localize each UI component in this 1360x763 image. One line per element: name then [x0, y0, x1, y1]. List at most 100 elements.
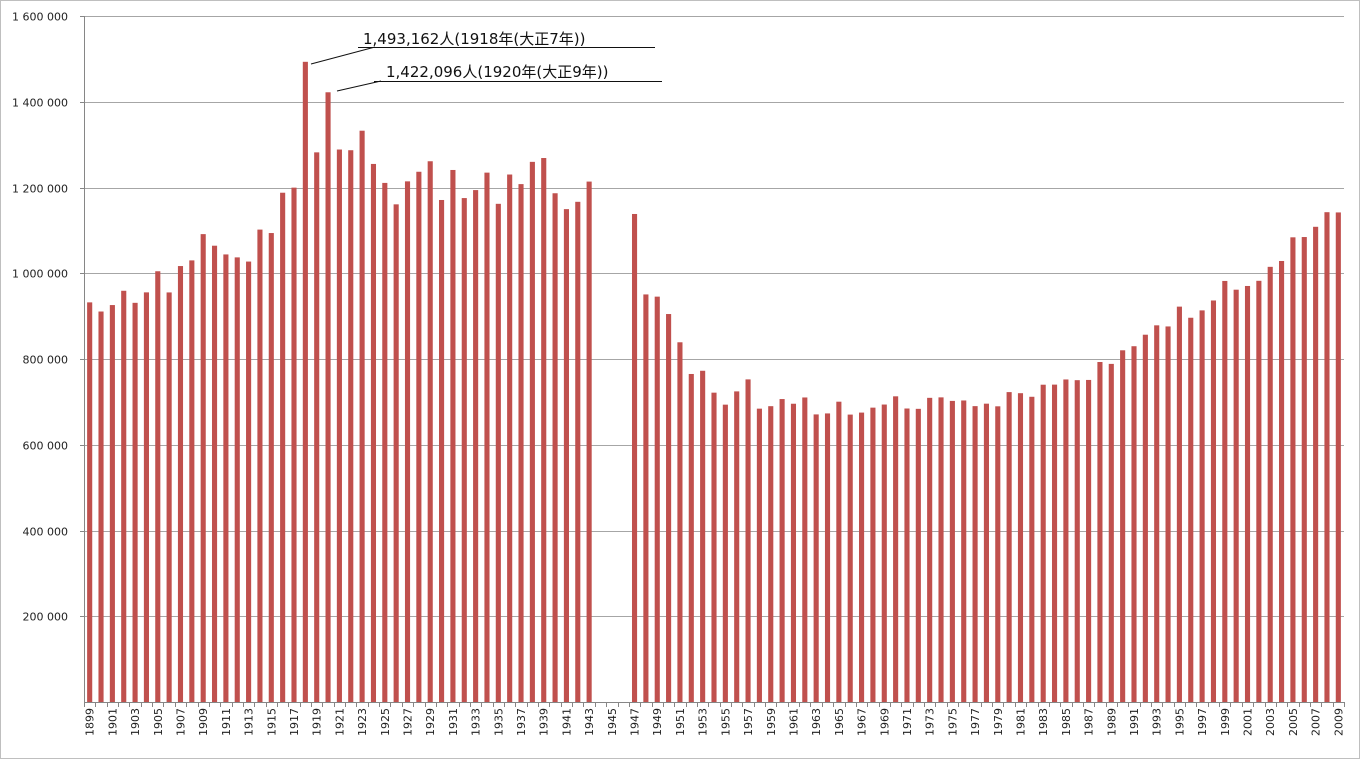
bar-1960 — [779, 399, 785, 702]
bar-1958 — [756, 408, 762, 702]
bar-1963 — [813, 414, 819, 702]
y-tick-label: 1 000 000 — [12, 268, 68, 281]
bar-1901 — [109, 305, 115, 702]
bar-1987 — [1086, 379, 1092, 702]
x-tick-label-1977: 1977 — [969, 708, 982, 736]
bar-1924 — [370, 163, 377, 702]
y-axis-ticks: 200 000 400 000 600 000 800 000 1 000 000 1 2… — [12, 11, 84, 624]
bar-1906 — [166, 292, 172, 702]
bar-1981 — [1017, 393, 1024, 702]
x-tick-label-1957: 1957 — [742, 708, 755, 736]
bar-1931 — [450, 169, 456, 703]
x-tick-label-1935: 1935 — [492, 708, 505, 736]
bar-1968 — [870, 407, 876, 702]
bar-1900 — [98, 311, 104, 702]
x-tick-label-1995: 1995 — [1173, 708, 1186, 736]
bar-1914 — [257, 229, 263, 702]
bar-2004 — [1279, 260, 1285, 702]
bar-1903 — [132, 302, 138, 702]
bar-1911 — [223, 254, 229, 702]
bar-1955 — [722, 404, 728, 702]
bar-1930 — [439, 199, 445, 703]
bar-1950 — [666, 314, 672, 702]
x-tick-label-1999: 1999 — [1219, 708, 1232, 736]
bar-1899 — [87, 302, 93, 702]
bar-1948 — [643, 294, 649, 702]
y-tick-label: 1 400 000 — [12, 97, 68, 110]
y-tick-label: 400 000 — [23, 526, 69, 539]
x-tick-label-1907: 1907 — [174, 708, 187, 736]
bar-1985 — [1063, 379, 1069, 702]
bar-1957 — [745, 379, 751, 702]
bar-1912 — [234, 257, 240, 702]
x-tick-label-1911: 1911 — [220, 708, 233, 736]
x-tick-label-1927: 1927 — [402, 708, 415, 736]
bar-1929 — [427, 161, 433, 702]
bar-1996 — [1188, 317, 1194, 702]
x-tick-label-1993: 1993 — [1151, 708, 1164, 736]
bar-1967 — [859, 412, 865, 702]
bar-1984 — [1051, 384, 1058, 702]
annotation-leader-1920 — [336, 80, 382, 92]
bar-1916 — [280, 192, 286, 702]
x-tick-label-1989: 1989 — [1105, 708, 1118, 736]
bar-1999 — [1222, 280, 1228, 702]
annotation-1920: 1,422,096人(1920年(大正9年)) — [386, 63, 608, 81]
x-tick-label-1933: 1933 — [470, 708, 483, 736]
bar-1902 — [121, 290, 127, 702]
bar-1977 — [972, 406, 978, 702]
bar-1965 — [836, 401, 842, 702]
bar-1907 — [177, 266, 184, 702]
bar-1927 — [404, 181, 411, 703]
y-tick-label: 1 600 000 — [12, 11, 68, 24]
bar-1971 — [904, 408, 910, 702]
bar-1998 — [1210, 300, 1217, 702]
bar-1921 — [336, 149, 342, 702]
bar-1941 — [563, 209, 569, 702]
bar-2000 — [1233, 289, 1239, 702]
bar-1956 — [734, 391, 740, 702]
x-tick-label-1903: 1903 — [129, 708, 142, 736]
x-tick-label-1941: 1941 — [560, 708, 573, 736]
bar-1969 — [881, 404, 887, 702]
bar-1995 — [1176, 306, 1182, 702]
bar-1904 — [143, 292, 149, 702]
bar-2005 — [1290, 237, 1296, 702]
bar-1925 — [382, 182, 388, 702]
bar-2008 — [1324, 212, 1330, 702]
bar-1932 — [461, 198, 467, 702]
x-tick-label-1943: 1943 — [583, 708, 596, 736]
x-tick-label-1997: 1997 — [1196, 708, 1209, 736]
x-tick-label-1925: 1925 — [379, 708, 392, 736]
x-tick-label-1917: 1917 — [288, 708, 301, 736]
bars — [87, 61, 1341, 703]
bar-2006 — [1301, 237, 1307, 703]
y-tick-label: 1 200 000 — [12, 183, 68, 196]
bar-1938 — [529, 161, 535, 703]
x-tick-label-1947: 1947 — [629, 708, 642, 736]
bar-1966 — [847, 414, 853, 702]
x-tick-label-1965: 1965 — [833, 708, 846, 736]
x-tick-label-1983: 1983 — [1037, 708, 1050, 736]
bar-1973 — [927, 397, 933, 702]
bar-1961 — [790, 403, 797, 702]
bar-2002 — [1256, 280, 1262, 702]
bar-1934 — [484, 172, 490, 702]
x-tick-label-1967: 1967 — [856, 708, 869, 736]
bar-1992 — [1142, 334, 1148, 702]
annotation-1918: 1,493,162人(1918年(大正7年)) — [363, 30, 585, 48]
x-tick-label-1961: 1961 — [787, 708, 800, 736]
y-tick-label: 200 000 — [23, 611, 69, 624]
x-tick-label-1969: 1969 — [878, 708, 891, 736]
x-tick-label-1991: 1991 — [1128, 708, 1141, 736]
bar-1913 — [246, 261, 252, 702]
x-tick-label-1971: 1971 — [901, 708, 914, 736]
bar-1917 — [291, 187, 297, 702]
bar-1935 — [495, 203, 501, 702]
bar-1962 — [802, 397, 808, 702]
x-axis-ticks: 1899 1901 1903 1905 1907 1909 1911 1913 1915 1917… — [84, 702, 1345, 736]
x-tick-label-1899: 1899 — [84, 708, 97, 736]
bar-1979 — [995, 406, 1001, 702]
bar-1983 — [1040, 384, 1046, 702]
